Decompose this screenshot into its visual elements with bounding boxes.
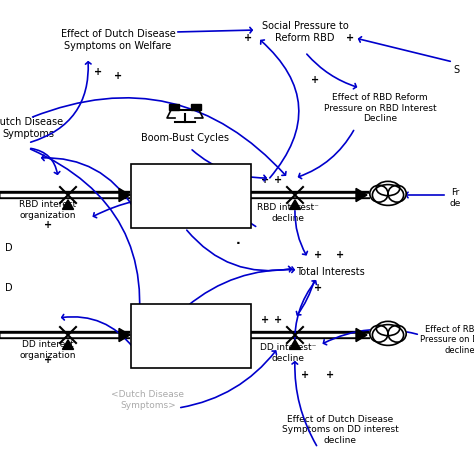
Text: +: + bbox=[326, 370, 334, 380]
Text: +: + bbox=[336, 250, 344, 260]
Text: RBD interest
organization: RBD interest organization bbox=[19, 201, 77, 220]
Text: Effect of Dutch Disease
Symptoms on DD interest
decline: Effect of Dutch Disease Symptoms on DD i… bbox=[282, 415, 398, 445]
Ellipse shape bbox=[376, 321, 400, 336]
Ellipse shape bbox=[388, 325, 406, 342]
Text: +: + bbox=[261, 315, 269, 325]
Text: +: + bbox=[314, 283, 322, 293]
Text: +: + bbox=[114, 71, 122, 81]
Bar bbox=[191, 104, 201, 110]
Polygon shape bbox=[63, 200, 73, 210]
Polygon shape bbox=[290, 200, 301, 210]
Ellipse shape bbox=[370, 185, 388, 202]
Text: Dutch Disease
Symptoms: Dutch Disease Symptoms bbox=[0, 117, 64, 139]
Polygon shape bbox=[119, 188, 130, 201]
Text: +: + bbox=[44, 220, 52, 230]
Text: <Dutch Disease
Symptoms>: <Dutch Disease Symptoms> bbox=[111, 390, 184, 410]
Polygon shape bbox=[356, 328, 367, 342]
Bar bbox=[169, 104, 179, 110]
Text: DD interest
organization: DD interest organization bbox=[20, 340, 76, 360]
Text: Boom-Bust Cycles: Boom-Bust Cycles bbox=[141, 133, 229, 143]
Polygon shape bbox=[63, 340, 73, 349]
Text: Effect of RBD Reform
Pressure on RBD Interest
Decline: Effect of RBD Reform Pressure on RBD Int… bbox=[324, 93, 436, 123]
Text: +: + bbox=[301, 370, 309, 380]
Text: Fr
de: Fr de bbox=[450, 188, 461, 208]
Text: D: D bbox=[5, 283, 13, 293]
Text: +: + bbox=[274, 315, 282, 325]
Ellipse shape bbox=[370, 325, 388, 342]
Text: Social Pressure to
Reform RBD: Social Pressure to Reform RBD bbox=[262, 21, 348, 43]
Text: S: S bbox=[453, 65, 459, 75]
Text: Organized Interests
in Resource-Based
Development RBD: Organized Interests in Resource-Based De… bbox=[143, 179, 239, 213]
FancyBboxPatch shape bbox=[131, 164, 251, 228]
Polygon shape bbox=[290, 340, 301, 349]
Text: +: + bbox=[261, 175, 269, 185]
Text: RBD interest⁻
decline: RBD interest⁻ decline bbox=[257, 203, 319, 223]
Ellipse shape bbox=[373, 184, 403, 205]
Ellipse shape bbox=[373, 325, 403, 346]
Text: +: + bbox=[314, 250, 322, 260]
Text: +: + bbox=[44, 355, 52, 365]
Text: .: . bbox=[236, 234, 240, 246]
Text: DD interest⁻
decline: DD interest⁻ decline bbox=[260, 343, 316, 363]
Text: +: + bbox=[94, 67, 102, 77]
Text: D: D bbox=[5, 243, 13, 253]
Text: Total Interests: Total Interests bbox=[296, 267, 365, 277]
Text: +: + bbox=[244, 33, 252, 43]
Text: Organized Interests
in Diversified
Development DD: Organized Interests in Diversified Devel… bbox=[143, 319, 239, 353]
Text: Effect of Dutch Disease
Symptoms on Welfare: Effect of Dutch Disease Symptoms on Welf… bbox=[61, 29, 175, 51]
Polygon shape bbox=[119, 328, 130, 342]
Text: Effect of RBD Re
Pressure on DD int
decline: Effect of RBD Re Pressure on DD int decl… bbox=[420, 325, 474, 355]
Text: +: + bbox=[274, 175, 282, 185]
Ellipse shape bbox=[388, 185, 406, 202]
Ellipse shape bbox=[376, 182, 400, 196]
Text: +: + bbox=[346, 33, 354, 43]
Text: .: . bbox=[236, 301, 240, 315]
Polygon shape bbox=[356, 188, 367, 201]
Text: +: + bbox=[311, 75, 319, 85]
FancyBboxPatch shape bbox=[131, 304, 251, 368]
